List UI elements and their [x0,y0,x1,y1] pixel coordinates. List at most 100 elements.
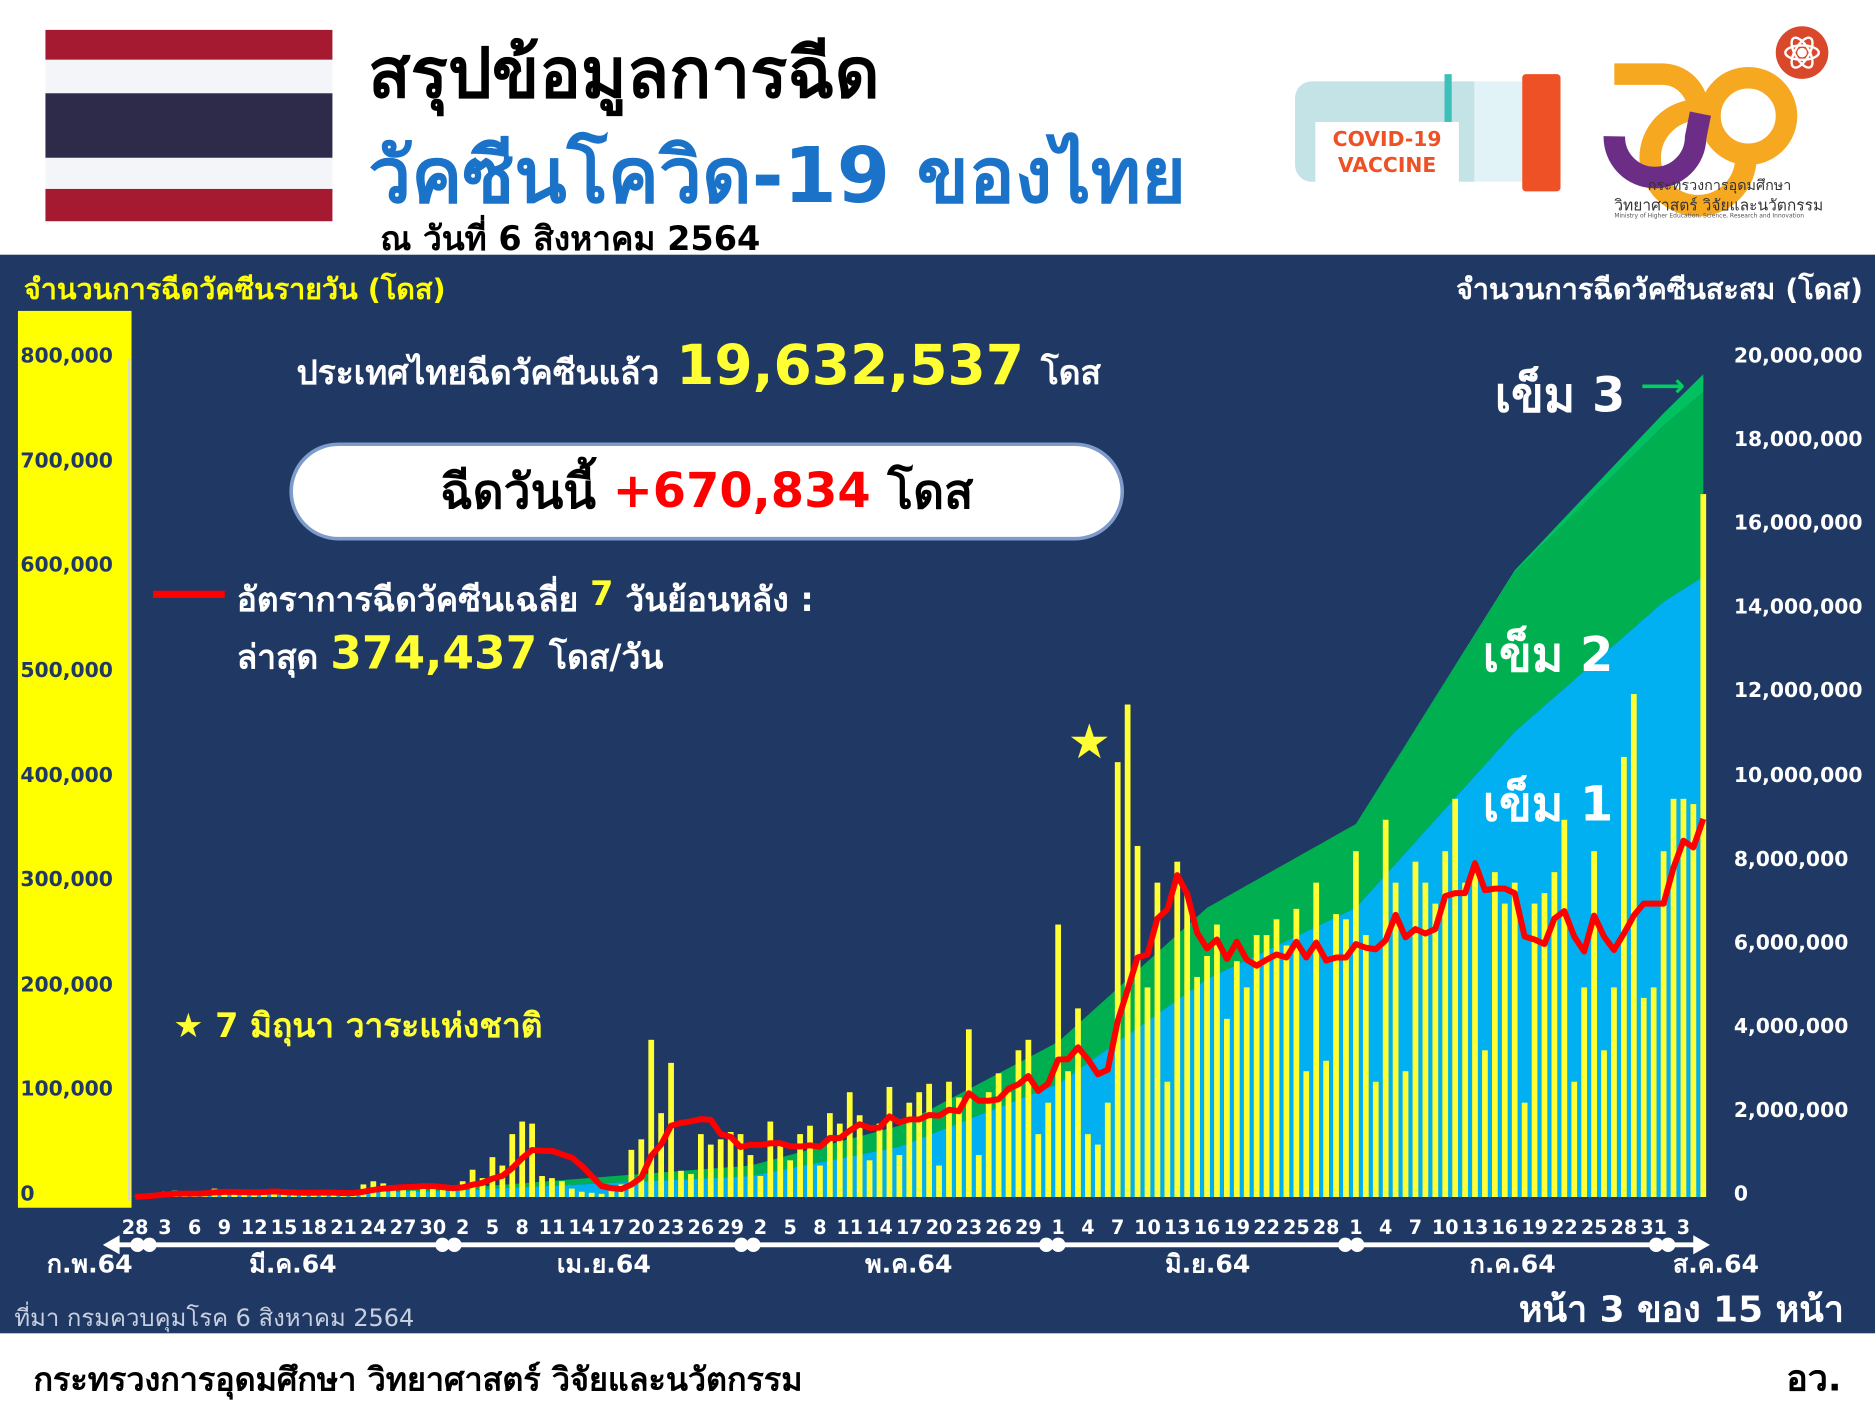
daily-bar [1343,919,1349,1197]
x-tick-label: 25 [1581,1216,1608,1239]
ministry-logo: กระทรวงการอุดมศึกษา วิทยาศาสตร์ วิจัยและ… [1602,24,1841,227]
month-divider-dot [130,1237,145,1252]
daily-bar [1382,819,1389,1197]
x-tick-label: 9 [218,1216,231,1239]
x-tick-label: 1 [1051,1216,1064,1239]
daily-bar [1402,1071,1409,1197]
daily-bar [1184,893,1191,1197]
avg-label: อัตราการฉีดวัคซีนเฉลี่ย [236,579,579,620]
right-axis-tick: 2,000,000 [1733,1098,1849,1123]
dose2-cumulative-area [135,392,1704,1197]
daily-bar [876,1123,883,1197]
x-tick-label: 8 [516,1216,529,1239]
daily-bar [568,1188,575,1197]
daily-bar [1680,798,1687,1197]
footer-ministry-abbr: อว. [1786,1358,1842,1401]
total-value: 19,632,537 [676,332,1025,398]
left-axis-tick: 500,000 [20,658,113,683]
month-label: ก.ค.64 [1470,1249,1556,1278]
month-label: ส.ค.64 [1673,1249,1759,1278]
x-tick-label: 5 [784,1216,797,1239]
title-line1: สรุปข้อมูลการฉีด [368,32,880,114]
daily-bar [688,1173,694,1197]
x-tick-label: 15 [271,1216,298,1239]
month-divider-dot [435,1237,450,1252]
daily-bar [1313,882,1320,1197]
x-tick-label: 29 [1015,1216,1042,1239]
daily-bar [1660,851,1667,1197]
left-axis-title: จำนวนการฉีดวัคซีนรายวัน (โดส) [23,272,446,307]
right-axis-tick: 8,000,000 [1733,847,1849,872]
x-tick-label: 16 [1491,1216,1518,1239]
right-axis-tick: 18,000,000 [1733,428,1863,453]
ministry-logo-text-1: กระทรวงการอุดมศึกษา [1647,176,1792,194]
daily-bar [1462,882,1468,1197]
right-axis-tick: 12,000,000 [1733,679,1863,704]
x-tick-label: 28 [1313,1216,1340,1239]
x-tick-label: 19 [1223,1216,1250,1239]
x-tick-label: 23 [658,1216,685,1239]
today-value: +670,834 [612,463,871,519]
month-divider-dot [734,1237,749,1252]
daily-bar [390,1186,397,1197]
star-note: ★ 7 มิถุนา วาระแห่งชาติ [173,1000,542,1053]
daily-bar [896,1155,903,1197]
daily-bar [697,1134,704,1197]
daily-bar [1581,987,1588,1197]
month-label: มิ.ย.64 [1165,1249,1250,1278]
month-divider-dot [1051,1237,1066,1252]
daily-bar [1640,997,1647,1197]
date-line: ณ วันที่ 6 สิงหาคม 2564 [380,218,761,259]
x-tick-label: 30 [420,1216,447,1239]
daily-bar [1214,924,1220,1197]
daily-bar [1541,893,1548,1197]
left-axis-tick: 0 [20,1182,35,1207]
daily-bar [1621,756,1627,1197]
month-divider-dot [142,1237,157,1252]
page-indicator: หน้า 3 ของ 15 หน้า [1518,1289,1844,1331]
daily-bar [598,1193,605,1197]
left-axis-tick: 200,000 [20,973,113,997]
daily-bar [1075,1008,1081,1197]
x-tick-label: 21 [330,1216,357,1239]
right-axis-tick: 0 [1733,1182,1749,1207]
daily-bar [1551,872,1558,1197]
x-tick-label: 19 [1521,1216,1548,1239]
daily-bar [1611,987,1617,1197]
x-tick-label: 16 [1194,1216,1221,1239]
daily-bar [1164,1081,1171,1197]
arrow-left-icon [102,1235,120,1255]
x-tick-label: 8 [813,1216,826,1239]
x-tick-label: 13 [1164,1216,1191,1239]
moving-average-legend: อัตราการฉีดวัคซีนเฉลี่ย 7 วันย้อนหลัง : [237,574,814,627]
daily-bar [965,1029,972,1197]
x-tick-label: 12 [241,1216,268,1239]
daily-bar [578,1191,585,1197]
total-prefix: ประเทศไทยฉีดวัคซีนแล้ว [296,352,660,393]
month-divider-dot [746,1237,761,1252]
avg-label-suffix: วันย้อนหลัง : [625,579,814,620]
daily-bar [559,1181,565,1197]
avg-days: 7 [590,573,614,614]
x-tick-label: 25 [1283,1216,1310,1239]
daily-bar [1412,861,1419,1197]
daily-bar [539,1176,545,1197]
vaccine-label-1: COVID-19 [1332,127,1442,152]
dose1-cumulative-area [135,576,1704,1197]
daily-bar [1372,1081,1379,1197]
daily-bar [866,1160,873,1197]
daily-bar [975,1155,982,1197]
daily-bar [906,1102,913,1197]
x-tick-label: 31 [1640,1216,1667,1239]
daily-bar [1293,908,1300,1197]
right-axis-tick: 14,000,000 [1733,595,1863,620]
daily-bar [1035,1134,1042,1197]
daily-bar [1571,1081,1578,1197]
month-divider-dot [1039,1237,1054,1252]
daily-bar [727,1132,734,1197]
dose3-label: เข็ม 3 [1494,368,1626,424]
x-tick-label: 11 [836,1216,863,1239]
x-tick-label: 22 [1253,1216,1280,1239]
x-tick-label: 3 [158,1216,171,1239]
